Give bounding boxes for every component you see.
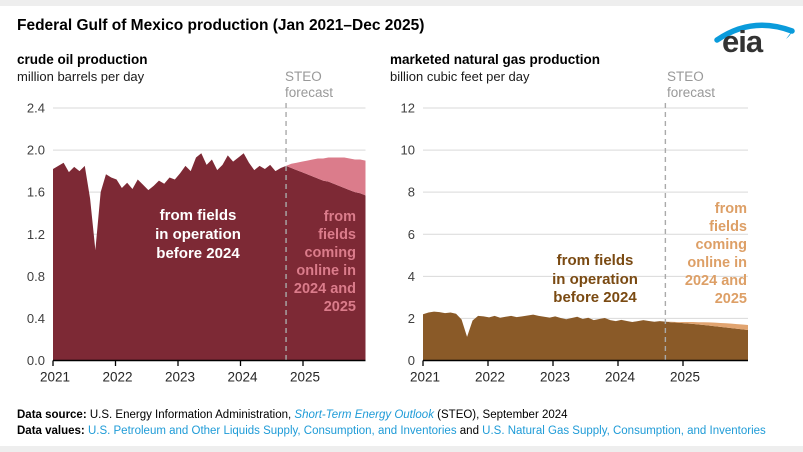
petroleum-data-link[interactable]: U.S. Petroleum and Other Liquids Supply,… <box>87 425 457 437</box>
top-border-band <box>0 0 803 6</box>
data-values-line: Data values: U.S. Petroleum and Other Li… <box>17 425 766 437</box>
oil-x-tick-label: 2021 <box>40 370 70 385</box>
gas-chart-unit: billion cubic feet per day <box>390 69 530 84</box>
oil-x-tick-label: 2024 <box>227 370 258 385</box>
gas-chart-header: marketed natural gas production billion … <box>390 52 600 84</box>
gas-y-tick-label: 10 <box>401 143 415 158</box>
eia-swoosh-icon <box>714 22 795 43</box>
oil-history-annotation: from fields in operation before 2024 <box>155 207 241 262</box>
gas-y-tick-label: 4 <box>408 269 415 284</box>
data-source-line: Data source: U.S. Energy Information Adm… <box>17 409 568 421</box>
gas-y-tick-label: 12 <box>401 101 415 116</box>
oil-x-tick-label: 2023 <box>165 370 195 385</box>
oil-history-area <box>53 153 366 361</box>
data-values-label: Data values: <box>17 425 88 437</box>
gas-y-tick-label: 6 <box>408 227 415 242</box>
page-title: Federal Gulf of Mexico production (Jan 2… <box>17 17 425 34</box>
steo-link[interactable]: Short-Term Energy Outlook <box>294 409 434 421</box>
gas-y-tick-label: 0 <box>408 353 415 368</box>
eia-logo[interactable]: eia <box>712 14 796 64</box>
data-source-text: U.S. Energy Information Administration, <box>89 409 295 421</box>
gas-forecast-annotation: from fields coming online in 2024 and 20… <box>684 201 747 307</box>
oil-chart-unit: million barrels per day <box>17 69 145 84</box>
gas-history-annotation: from fields in operation before 2024 <box>552 252 638 306</box>
oil-x-tick-label: 2025 <box>290 370 320 385</box>
oil-x-tick-label: 2022 <box>102 370 132 385</box>
natural-gas-data-link[interactable]: U.S. Natural Gas Supply, Consumption, an… <box>482 425 766 437</box>
gas-x-tick-label: 2024 <box>605 370 636 385</box>
oil-y-tick-label: 0.0 <box>27 353 45 368</box>
oil-y-tick-label: 0.4 <box>27 311 45 326</box>
gas-steo-forecast-label: STEO forecast <box>667 69 716 100</box>
gas-chart-title: marketed natural gas production <box>390 52 601 67</box>
gas-y-tick-label: 8 <box>408 185 415 200</box>
gas-x-tick-label: 2025 <box>670 370 700 385</box>
oil-y-tick-label: 0.8 <box>27 269 45 284</box>
eia-logo-text: eia <box>722 24 763 59</box>
gas-history-area <box>423 311 748 361</box>
data-source-label: Data source: <box>17 409 90 421</box>
oil-chart-header: crude oil production million barrels per… <box>17 52 148 84</box>
data-source-suffix: (STEO), September 2024 <box>433 409 568 421</box>
data-values-and: and <box>456 425 483 437</box>
oil-y-tick-label: 2.4 <box>27 101 45 116</box>
oil-y-tick-label: 1.2 <box>27 227 45 242</box>
oil-forecast-annotation: from fields coming online in 2024 and 20… <box>293 209 356 315</box>
gas-x-tick-label: 2023 <box>540 370 570 385</box>
oil-chart-title: crude oil production <box>17 52 148 67</box>
oil-y-tick-label: 1.6 <box>27 185 45 200</box>
gas-y-tick-label: 2 <box>408 311 415 326</box>
oil-new-fields-area <box>53 153 366 251</box>
gas-x-tick-label: 2022 <box>475 370 505 385</box>
gas-x-tick-label: 2021 <box>410 370 440 385</box>
oil-y-tick-label: 2.0 <box>27 143 45 158</box>
bottom-border-band <box>0 446 803 452</box>
oil-steo-forecast-label: STEO forecast <box>285 69 334 100</box>
